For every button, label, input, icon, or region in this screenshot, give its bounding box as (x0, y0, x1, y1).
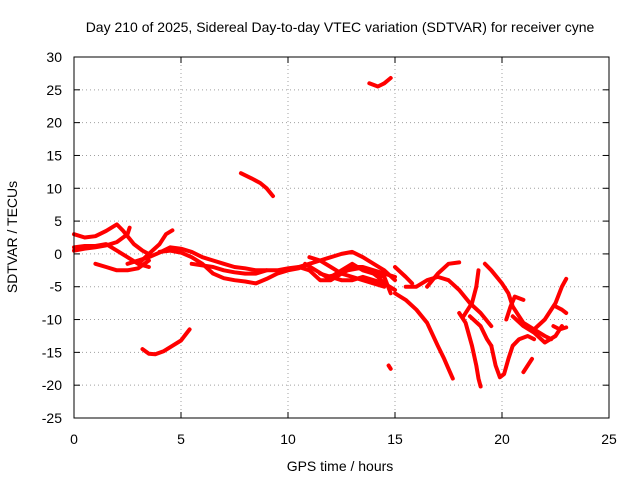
series-group (72, 76, 569, 389)
series-arc-24 (461, 268, 481, 319)
series-arc-25 (467, 314, 494, 348)
y-tick-label: 5 (54, 213, 62, 229)
y-axis-label: SDTVAR / TECUs (4, 181, 20, 293)
y-tick-label: -5 (50, 279, 63, 295)
series-arc-21 (403, 274, 494, 329)
x-tick-label: 20 (494, 431, 510, 447)
y-tick-label: -15 (42, 344, 62, 360)
series-arc-23 (457, 311, 483, 389)
x-tick-label: 5 (177, 431, 185, 447)
series-arc-31 (521, 356, 534, 375)
series-arc-32 (553, 304, 569, 315)
y-tick-label: 10 (46, 180, 62, 196)
series-arc-6 (125, 245, 312, 273)
chart-title: Day 210 of 2025, Sidereal Day-to-day VTE… (86, 19, 595, 35)
series-arc-20 (393, 291, 455, 381)
series-arc-1 (72, 222, 153, 258)
series-arc-26 (482, 261, 554, 342)
y-tick-label: -25 (42, 410, 62, 426)
series-arc-8 (189, 261, 269, 276)
grid (74, 57, 609, 418)
x-tick-label: 15 (387, 431, 403, 447)
y-tick-label: -20 (42, 377, 62, 393)
series-arc-12 (296, 249, 397, 283)
series-arc-22 (425, 260, 462, 289)
series-arc-9 (140, 327, 192, 357)
axis-ticks: 0 5 10 15 20 25 -25 -20 -15 -10 -5 0 5 10 15 20 25 30 (42, 49, 617, 447)
series-arc-17 (328, 261, 393, 296)
x-tick-label: 10 (280, 431, 296, 447)
y-tick-label: 25 (46, 82, 62, 98)
series-arc-13 (307, 255, 387, 289)
series-arc-30 (532, 276, 569, 332)
series-arc-18 (386, 363, 393, 371)
series-arc-4 (93, 258, 151, 273)
series-arc-19 (393, 265, 415, 286)
y-tick-label: 15 (46, 147, 62, 163)
series-arc-29 (510, 314, 564, 345)
series-arc-11 (367, 76, 393, 89)
series-arc-10 (238, 171, 275, 199)
series-arc-28 (504, 294, 526, 322)
plot-frame (73, 56, 610, 419)
x-tick-label: 0 (70, 431, 78, 447)
y-tick-label: -10 (42, 312, 62, 328)
series-arc-16 (307, 265, 397, 283)
y-tick-label: 30 (46, 49, 62, 65)
x-axis-label: GPS time / hours (287, 458, 394, 474)
series-arc-33 (551, 324, 569, 332)
y-tick-label: 0 (54, 246, 62, 262)
series-arc-27 (489, 334, 537, 380)
series-arc-7 (157, 248, 312, 286)
y-tick-label: 20 (46, 115, 62, 131)
x-tick-label: 25 (601, 431, 617, 447)
